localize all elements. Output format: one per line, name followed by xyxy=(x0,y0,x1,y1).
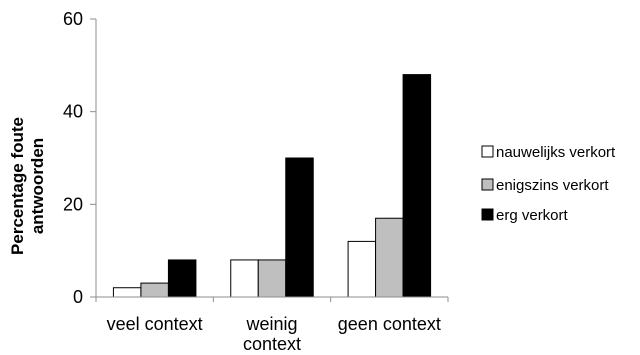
x-category-label: context xyxy=(243,334,301,354)
bar-erg-verkort-2 xyxy=(402,74,432,298)
legend-swatch xyxy=(481,145,494,158)
bar-erg-verkort-1 xyxy=(285,157,314,298)
y-axis-title-line-1: Percentage foute xyxy=(8,117,27,255)
bar-nauwelijks-verkort-2 xyxy=(347,240,377,298)
legend-swatch xyxy=(481,208,494,221)
bar-enigszins-verkort-2 xyxy=(375,217,404,298)
y-tick-label: 60 xyxy=(63,9,83,29)
bar-nauwelijks-verkort-0 xyxy=(112,287,142,298)
y-axis-title-line-2: antwoorden xyxy=(28,138,47,234)
bar-enigszins-verkort-0 xyxy=(140,282,169,298)
axes xyxy=(95,19,449,302)
legend-label: nauwelijks verkort xyxy=(496,144,616,161)
bars xyxy=(112,74,432,298)
legend-label: enigszins verkort xyxy=(496,177,609,194)
x-category-label: weinig xyxy=(245,314,297,334)
y-tick-label: 0 xyxy=(73,287,83,307)
x-category-label: geen context xyxy=(338,314,441,334)
y-axis-title: Percentage foute antwoorden xyxy=(8,117,47,255)
bar-enigszins-verkort-1 xyxy=(257,259,287,298)
x-category-label: veel context xyxy=(107,314,203,334)
legend-swatch xyxy=(481,178,494,191)
bar-nauwelijks-verkort-1 xyxy=(230,259,259,298)
y-tick-label: 40 xyxy=(63,102,83,122)
y-axis-ticks: 0 20 40 60 xyxy=(63,9,96,307)
legend-label: erg verkort xyxy=(496,207,569,224)
legend: nauwelijks verkort enigszins verkort erg v… xyxy=(481,144,616,224)
y-tick-label: 20 xyxy=(63,194,83,214)
bar-erg-verkort-0 xyxy=(167,259,197,298)
